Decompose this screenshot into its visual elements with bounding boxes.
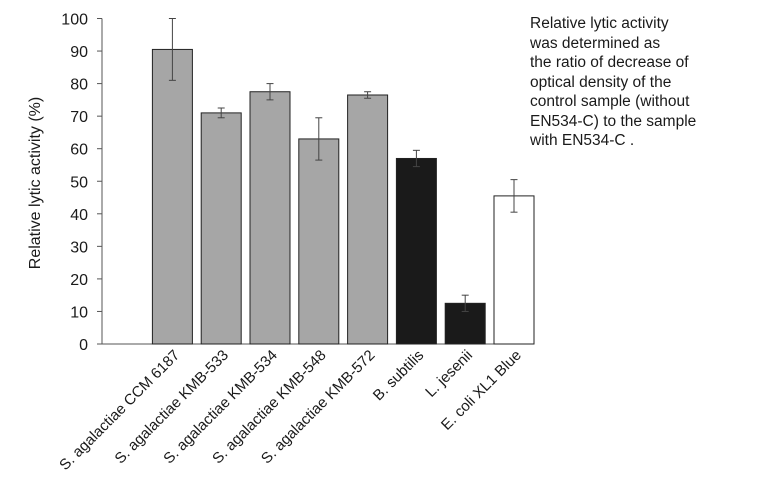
bar	[151, 48, 193, 345]
y-tick-label: 50	[70, 174, 88, 191]
annotation-line: Relative lytic activity	[530, 15, 669, 32]
bar	[395, 157, 437, 345]
error-bar	[461, 294, 469, 312]
annotation-line: control sample (without	[530, 93, 690, 110]
y-tick-label: 80	[70, 77, 88, 94]
y-tick-label: 20	[70, 272, 88, 289]
bar	[298, 138, 340, 345]
y-tick-label: 10	[70, 304, 88, 321]
annotation-line: optical density of the	[530, 73, 672, 91]
error-bar	[315, 117, 323, 161]
x-tick-label: B. subtilis	[370, 347, 427, 404]
annotation-text: Relative lytic activity was determined a…	[530, 14, 755, 151]
y-axis-ticks: 0 10 20 30 40 50 60 70 80 90 100	[61, 12, 102, 354]
annotation-line: the ratio of decrease of	[530, 54, 689, 71]
y-tick-label: 100	[61, 12, 88, 29]
bars-group	[151, 48, 535, 345]
error-bar	[266, 83, 274, 101]
error-bar	[412, 149, 420, 168]
bar	[200, 112, 242, 345]
bar	[493, 195, 535, 345]
y-tick-label: 60	[70, 142, 88, 159]
y-tick-label: 70	[70, 109, 88, 126]
y-tick-label: 90	[70, 44, 88, 61]
error-bars-group	[168, 18, 518, 312]
error-bar	[510, 179, 518, 213]
y-axis-label: Relative lytic activity (%)	[27, 97, 44, 269]
annotation-line: was determined as	[530, 34, 661, 52]
bar	[249, 91, 291, 345]
error-bar	[364, 91, 372, 99]
y-tick-label: 0	[79, 337, 88, 354]
y-tick-label: 40	[70, 207, 88, 224]
error-bar	[168, 18, 176, 81]
bar	[347, 94, 389, 345]
error-bar	[217, 107, 225, 119]
annotation-line: with EN534-C .	[530, 132, 635, 149]
y-tick-label: 30	[70, 239, 88, 256]
annotation-line: EN534-C) to the sample	[530, 112, 697, 130]
